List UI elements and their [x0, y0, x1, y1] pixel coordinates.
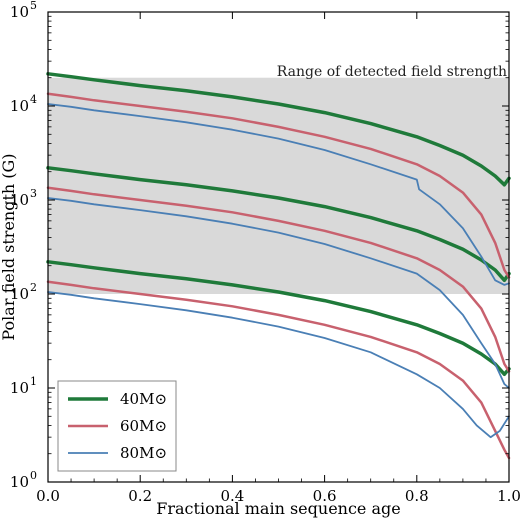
legend: 40M⊙ 60M⊙ 80M⊙: [57, 380, 177, 472]
series-40-curve-1: [46, 72, 511, 187]
series-60-curve-1: [46, 92, 511, 279]
series-40-curve-2: [46, 166, 511, 283]
y-tick-exponent: 2: [30, 281, 37, 294]
y-tick-label: 10: [10, 285, 29, 303]
shaded-band: [48, 77, 509, 294]
y-axis-title: Polar field strength (G): [0, 153, 18, 340]
y-tick-exponent: 1: [30, 375, 37, 388]
x-tick-label: 0.8: [405, 487, 429, 505]
shaded-band-layer: [48, 77, 509, 294]
series-60-curve-3: [46, 280, 511, 460]
series-40-curve-3: [46, 260, 511, 377]
y-tick-label: 10: [10, 473, 29, 491]
x-axis-title: Fractional main sequence age: [156, 499, 400, 518]
x-tick-label: 0.4: [220, 487, 244, 505]
series-80-curve-3: [47, 291, 510, 439]
band-label: Range of detected field strength: [277, 64, 507, 80]
series-80-curve-2: [47, 197, 510, 389]
y-tick-exponent: 5: [30, 0, 37, 12]
x-tick-label: 0.6: [313, 487, 337, 505]
x-tick-label: 1.0: [497, 487, 520, 505]
series-80-curve-1: [47, 103, 510, 286]
curve-layer: [46, 72, 511, 460]
x-tick-label: 0.2: [128, 487, 152, 505]
y-tick-label: 10: [10, 3, 29, 21]
y-tick-label: 10: [10, 97, 29, 115]
series-60-curve-2: [46, 186, 511, 373]
legend-label-80: 80M⊙: [120, 444, 167, 462]
legend-label-40: 40M⊙: [120, 390, 167, 408]
x-tick-label: 0.0: [36, 487, 60, 505]
legend-label-60: 60M⊙: [120, 417, 167, 435]
y-tick-exponent: 0: [30, 469, 37, 482]
y-tick-exponent: 4: [30, 93, 37, 106]
y-tick-label: 10: [10, 191, 29, 209]
y-tick-exponent: 3: [30, 187, 37, 200]
y-tick-label: 10: [10, 379, 29, 397]
